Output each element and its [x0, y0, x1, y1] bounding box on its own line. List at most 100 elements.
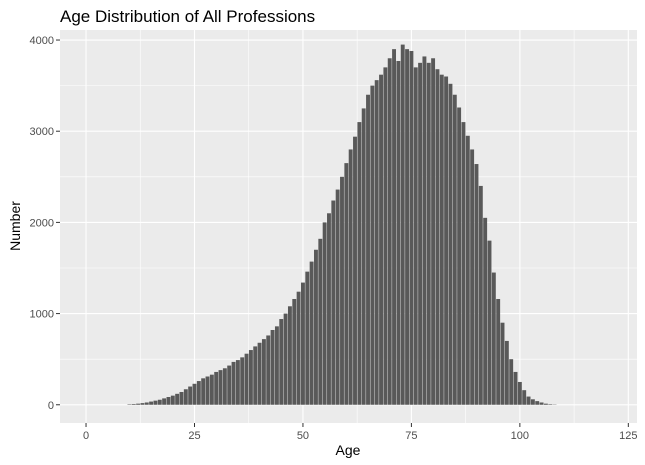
bar [461, 122, 466, 405]
bar [162, 398, 167, 405]
bar [253, 346, 258, 405]
bar [487, 240, 492, 405]
bar [300, 282, 305, 405]
bar [517, 381, 522, 405]
bar [418, 62, 423, 405]
bar [248, 350, 253, 405]
bar [431, 58, 436, 405]
bar [357, 122, 362, 405]
bar [526, 396, 531, 405]
bar [266, 335, 271, 405]
bar [244, 353, 249, 405]
bar [188, 386, 193, 405]
x-axis-title: Age [336, 442, 361, 458]
bar [465, 135, 470, 405]
y-tick-label: 0 [48, 400, 54, 412]
bar [136, 403, 141, 405]
bar [374, 80, 379, 405]
bar [496, 298, 501, 405]
bar [539, 402, 544, 405]
y-tick-label: 4000 [30, 35, 54, 47]
y-tick-label: 2000 [30, 217, 54, 229]
bar [149, 401, 154, 405]
bar [335, 189, 340, 405]
bar [426, 62, 431, 405]
bar [361, 108, 366, 405]
bar [283, 313, 288, 405]
x-tick-label: 100 [511, 430, 529, 442]
bar [504, 340, 509, 405]
bar [192, 383, 197, 405]
bar [478, 185, 483, 405]
bar [170, 395, 175, 405]
bar [366, 94, 370, 405]
bar [530, 399, 535, 405]
bar [261, 339, 266, 405]
bar [353, 136, 357, 405]
bar [474, 164, 479, 405]
bar [522, 390, 527, 405]
bar [201, 378, 206, 405]
bar [305, 271, 310, 405]
bar [140, 403, 145, 405]
bar [292, 298, 297, 405]
bar [500, 322, 505, 405]
bar [548, 404, 553, 405]
x-tick-label: 75 [405, 430, 417, 442]
x-tick-label: 0 [83, 430, 89, 442]
bar [157, 399, 162, 405]
bar [235, 360, 240, 405]
bar [483, 217, 488, 405]
bar [183, 389, 188, 405]
bar [387, 58, 392, 405]
bar [327, 213, 331, 405]
bar [222, 368, 227, 405]
bar [400, 44, 405, 405]
bar [309, 261, 314, 405]
bar [279, 319, 284, 405]
bar [435, 69, 440, 405]
bar [231, 361, 236, 405]
bar [370, 85, 375, 405]
chart-title: Age Distribution of All Professions [60, 7, 315, 26]
bar [227, 365, 232, 405]
bar [543, 403, 548, 405]
bar [448, 83, 453, 405]
bar [513, 371, 518, 405]
bar [392, 49, 397, 405]
bar [287, 306, 292, 405]
bar [396, 61, 401, 405]
bar [175, 393, 180, 405]
x-tick-label: 125 [619, 430, 637, 442]
bar [344, 163, 349, 405]
bar [535, 401, 540, 405]
y-axis: 0 1000 2000 3000 4000 [30, 35, 60, 412]
bar [340, 176, 344, 405]
bar [379, 74, 383, 405]
bar [422, 56, 427, 405]
bar [209, 374, 214, 405]
x-axis: 0 25 50 75 100 125 [83, 423, 638, 442]
x-tick-label: 25 [188, 430, 200, 442]
bar [131, 404, 136, 405]
bar [257, 342, 262, 405]
x-tick-label: 50 [297, 430, 309, 442]
bar [214, 371, 219, 405]
bar [383, 67, 388, 405]
bar [405, 49, 410, 405]
plot-panel [60, 30, 637, 423]
bar [331, 200, 336, 405]
bar [409, 50, 414, 405]
bars [127, 44, 557, 405]
bar [413, 67, 418, 405]
bar [205, 376, 210, 405]
y-tick-label: 1000 [30, 309, 54, 321]
bar [196, 381, 201, 405]
bar [470, 149, 475, 405]
bar [457, 107, 462, 405]
y-tick-label: 3000 [30, 126, 54, 138]
bar [274, 326, 279, 405]
bar [218, 370, 223, 405]
bar [153, 400, 158, 405]
